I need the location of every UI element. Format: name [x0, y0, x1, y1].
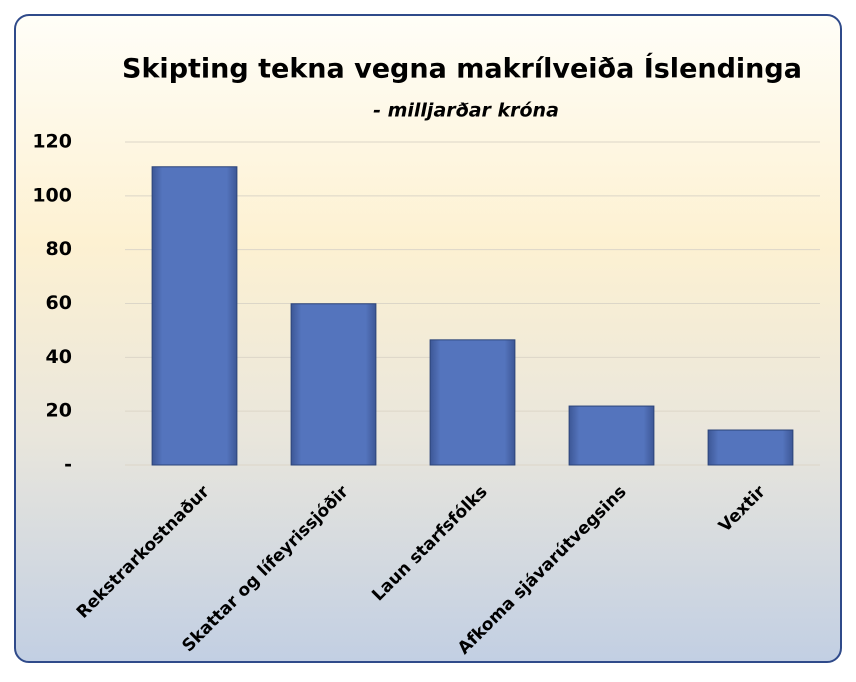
bar: [290, 303, 377, 466]
bar: [429, 339, 516, 466]
y-tick-label: 120: [32, 131, 72, 153]
y-tick-label: 100: [32, 184, 72, 206]
bar: [568, 405, 655, 466]
y-tick-label: -: [64, 454, 72, 476]
chart-subtitle: - milljarðar króna: [373, 100, 559, 122]
bar: [707, 429, 794, 466]
y-tick-label: 40: [46, 346, 72, 368]
y-tick-label: 20: [46, 400, 72, 422]
y-tick-label: 60: [46, 292, 72, 314]
y-tick-label: 80: [46, 238, 72, 260]
bar: [151, 166, 238, 466]
chart-title: Skipting tekna vegna makrílveiða Íslendi…: [122, 53, 802, 85]
